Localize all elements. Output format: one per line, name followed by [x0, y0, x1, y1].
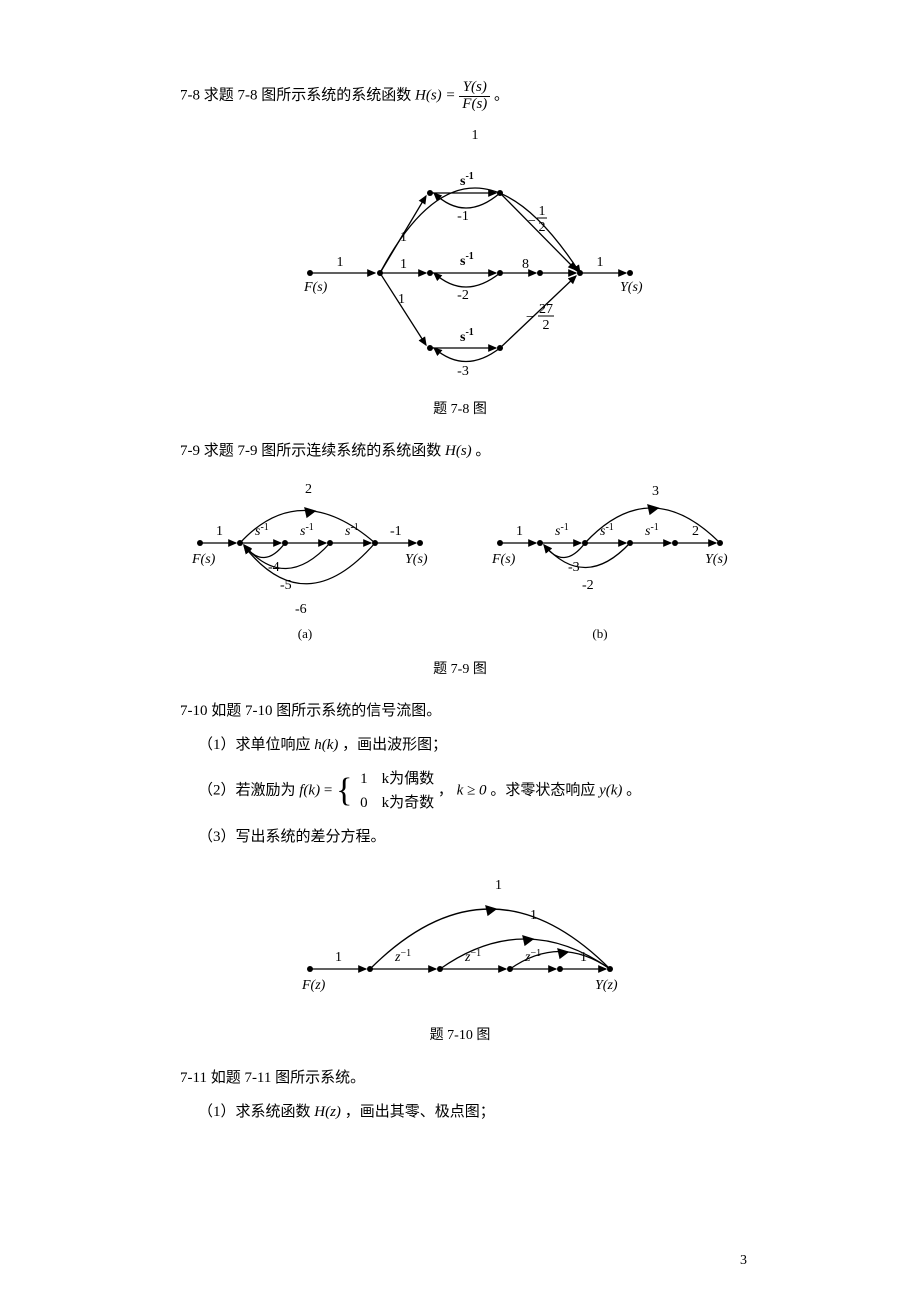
svg-text:2: 2: [305, 482, 312, 497]
svg-text:s-1: s-1: [460, 327, 474, 345]
svg-text:27: 27: [539, 302, 553, 317]
brace-icon: {: [336, 774, 352, 808]
item-2: （2）若激励为 f(k) = { 1 k为偶数 0 k为奇数 ， k ≥ 0 。求零…: [180, 767, 740, 815]
math-hk: h(k): [314, 737, 338, 753]
text: （1）求单位响应: [198, 737, 311, 753]
svg-text:1: 1: [597, 255, 604, 270]
svg-text:-1: -1: [390, 524, 402, 539]
text: 。: [494, 88, 509, 104]
svg-text:Y(s): Y(s): [620, 280, 643, 295]
svg-text:-5: -5: [280, 578, 292, 593]
v: 1: [360, 767, 368, 791]
svg-text:-6: -6: [295, 602, 307, 617]
item-1: （1）求系统函数 H(z) ，画出其零、极点图；: [180, 1100, 740, 1124]
svg-text:z−1: z−1: [524, 948, 541, 965]
eq: =: [445, 88, 459, 104]
svg-text:2: 2: [543, 318, 550, 333]
svg-text:-2: -2: [582, 578, 594, 593]
svg-text:Y(z): Y(z): [595, 978, 618, 993]
page-number: 3: [740, 1250, 747, 1272]
svg-text:−: −: [526, 310, 534, 325]
eq: =: [324, 783, 336, 799]
svg-text:s-1: s-1: [555, 522, 569, 539]
problem-7-9: 7-9 求题 7-9 图所示连续系统的系统函数 H(s) 。: [180, 439, 740, 463]
item-3: （3）写出系统的差分方程。: [180, 825, 740, 849]
text: 7-9 求题 7-9 图所示连续系统的系统函数: [180, 443, 441, 459]
svg-text:1: 1: [516, 524, 523, 539]
svg-text:s-1: s-1: [460, 171, 474, 189]
svg-text:-1: -1: [457, 209, 469, 224]
figure-7-10: 1 z−1 z−1 z−1 1 1 1 F(z) Y(z): [180, 859, 740, 1017]
svg-text:1: 1: [216, 524, 223, 539]
svg-text:F(s): F(s): [191, 552, 216, 567]
svg-text:1: 1: [495, 878, 502, 893]
svg-text:s-1: s-1: [645, 522, 659, 539]
svg-text:1: 1: [539, 204, 546, 219]
text: ，画出其零、极点图；: [345, 1104, 495, 1120]
math-k: k ≥ 0: [457, 783, 487, 799]
svg-text:z−1: z−1: [394, 948, 411, 965]
svg-text:-3: -3: [568, 560, 580, 575]
svg-text:F(s): F(s): [491, 552, 516, 567]
numerator: Y(s): [459, 80, 490, 97]
problem-7-8: 7-8 求题 7-8 图所示系统的系统函数 H(s) = Y(s) F(s) 。: [180, 80, 740, 113]
text: （1）求系统函数: [198, 1104, 311, 1120]
fraction: Y(s) F(s): [459, 80, 490, 113]
problem-7-10: 7-10 如题 7-10 图所示系统的信号流图。: [180, 699, 740, 723]
cases: 1 k为偶数 0 k为奇数: [360, 767, 434, 815]
svg-text:1: 1: [335, 950, 342, 965]
math-H: H(s): [445, 443, 472, 459]
figure-7-9: 1 s-1 s-1 s-1 -1 2 F(s) Y(s) -4 -5 -6 1: [180, 473, 740, 651]
svg-text:-4: -4: [268, 560, 280, 575]
svg-text:1: 1: [580, 950, 587, 965]
svg-text:3: 3: [652, 484, 659, 499]
svg-text:F(z): F(z): [301, 978, 326, 993]
svg-text:1: 1: [337, 255, 344, 270]
text: ，: [438, 783, 453, 799]
svg-text:F(s): F(s): [303, 280, 328, 295]
svg-text:1: 1: [530, 908, 537, 923]
caption-7-8: 题 7-8 图: [180, 399, 740, 421]
svg-text:s-1: s-1: [600, 522, 614, 539]
math-fk: f(k): [299, 783, 320, 799]
svg-text:s-1: s-1: [255, 522, 269, 539]
text: 。: [626, 783, 641, 799]
figure-7-8: 1 s-1 -1 − 1 2 1 1 s-1 -2 8 1 1 F(s) Y(s…: [180, 123, 740, 391]
svg-text:2: 2: [692, 524, 699, 539]
math-Hz: H(z): [314, 1104, 341, 1120]
svg-text:s-1: s-1: [300, 522, 314, 539]
math-yk: y(k): [599, 783, 622, 799]
svg-text:1: 1: [472, 128, 479, 143]
svg-text:(a): (a): [298, 626, 312, 641]
svg-text:1: 1: [400, 230, 407, 245]
svg-text:1: 1: [400, 257, 407, 272]
caption-7-10: 题 7-10 图: [180, 1025, 740, 1047]
v: 0: [360, 791, 368, 815]
problem-7-11: 7-11 如题 7-11 图所示系统。: [180, 1066, 740, 1090]
svg-text:1: 1: [398, 292, 405, 307]
text: （2）若激励为: [198, 783, 296, 799]
text: 。: [475, 443, 490, 459]
cond: k为偶数: [382, 767, 435, 791]
math-H: H(s): [415, 88, 442, 104]
svg-text:z−1: z−1: [464, 948, 481, 965]
svg-text:−: −: [528, 214, 536, 229]
svg-text:-2: -2: [457, 288, 469, 303]
denominator: F(s): [459, 97, 490, 113]
svg-text:Y(s): Y(s): [705, 552, 728, 567]
cond: k为奇数: [382, 791, 435, 815]
text: 。求零状态响应: [490, 783, 595, 799]
svg-text:s-1: s-1: [460, 251, 474, 269]
svg-text:2: 2: [539, 220, 546, 235]
svg-text:-3: -3: [457, 364, 469, 379]
svg-text:8: 8: [522, 257, 529, 272]
svg-text:(b): (b): [592, 626, 607, 641]
item-1: （1）求单位响应 h(k) ，画出波形图；: [180, 733, 740, 757]
svg-text:Y(s): Y(s): [405, 552, 428, 567]
text: 7-8 求题 7-8 图所示系统的系统函数: [180, 88, 411, 104]
caption-7-9: 题 7-9 图: [180, 659, 740, 681]
svg-text:s-1: s-1: [345, 522, 359, 539]
text: ，画出波形图；: [342, 737, 447, 753]
